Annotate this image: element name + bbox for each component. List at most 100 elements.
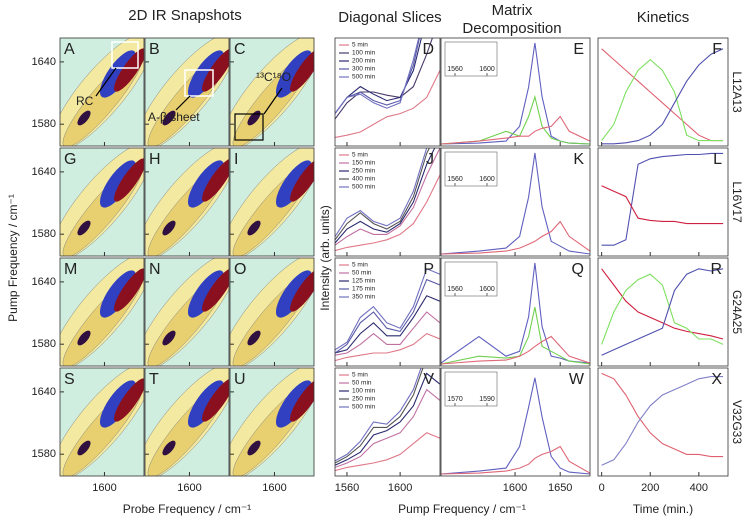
y-tick-label: 1640 xyxy=(32,56,56,68)
y-tick-label: 1640 xyxy=(32,386,56,398)
inset-tick-label: 1600 xyxy=(479,66,495,73)
panel-letter: L xyxy=(713,151,722,168)
plot-area xyxy=(441,377,590,475)
panel-frame xyxy=(597,367,729,477)
panel-letter: I xyxy=(234,151,238,168)
axis-label: Pump Frequency / cm⁻¹ xyxy=(398,502,526,516)
contour xyxy=(99,380,137,428)
inset-tick-label: 1560 xyxy=(447,176,463,183)
panel-letter: E xyxy=(573,41,584,58)
contour xyxy=(187,270,225,318)
legend-label: 350 min xyxy=(352,294,376,301)
contour xyxy=(114,268,144,312)
x-tick-label: 0 xyxy=(599,482,605,494)
y-tick-label: 1580 xyxy=(32,228,56,240)
legend-label: 125 min xyxy=(352,278,376,285)
contour xyxy=(77,220,91,236)
legend-label: 500 min xyxy=(352,404,376,411)
panel-letter: F xyxy=(712,41,722,58)
panel-bg xyxy=(598,148,728,256)
data-line xyxy=(441,94,590,145)
panel-letter: C xyxy=(234,41,246,58)
contour xyxy=(187,50,225,98)
panel-letter: B xyxy=(149,41,160,58)
column-title: Kinetics xyxy=(637,9,690,26)
contour xyxy=(99,270,137,318)
data-line xyxy=(601,372,724,458)
inset-frame xyxy=(444,261,498,297)
panel-letter: V xyxy=(423,371,434,388)
panel-frame xyxy=(144,147,230,257)
plot-area xyxy=(335,268,440,362)
data-line xyxy=(441,115,590,145)
panel-frame xyxy=(59,147,145,257)
data-line xyxy=(441,335,590,365)
contour-map xyxy=(60,368,144,476)
inset-tick-label: 1560 xyxy=(447,66,463,73)
data-line xyxy=(335,148,428,237)
row-label: L12A13 xyxy=(730,71,744,113)
axis-label: Pump Frequency / cm⁻¹ xyxy=(6,194,20,322)
data-line xyxy=(601,268,724,340)
panel-frame xyxy=(597,37,729,147)
data-line xyxy=(335,70,440,138)
contour-map xyxy=(145,148,229,256)
panel-letter: G xyxy=(64,151,76,168)
contour xyxy=(162,330,176,346)
panel-letter: H xyxy=(149,151,161,168)
legend-label: 5 min xyxy=(352,42,368,49)
x-tick-label: 1600 xyxy=(388,482,412,494)
panel-bg xyxy=(598,38,728,146)
contour xyxy=(247,330,261,346)
data-line xyxy=(335,432,440,472)
annotation: RC xyxy=(76,94,94,108)
panel-frame xyxy=(229,367,315,477)
contour xyxy=(275,270,313,318)
panel-letter: J xyxy=(426,151,434,168)
contour xyxy=(114,378,144,422)
contour-map xyxy=(145,368,229,476)
data-line xyxy=(335,38,422,114)
column-title: Matrix xyxy=(492,2,533,19)
y-tick-label: 1640 xyxy=(32,166,56,178)
legend-label: 500 min xyxy=(352,184,376,191)
panel-letter: R xyxy=(710,261,722,278)
inset-frame xyxy=(444,151,498,187)
panel-frame xyxy=(144,367,230,477)
row-label: G24A25 xyxy=(730,290,744,334)
data-line xyxy=(335,372,440,466)
panel-frame xyxy=(59,257,145,367)
panel-frame xyxy=(334,147,441,257)
legend-label: 175 min xyxy=(352,286,376,293)
inset-tick-label: 1600 xyxy=(479,176,495,183)
legend-label: 50 min xyxy=(352,270,372,277)
x-tick-label: 1600 xyxy=(262,482,286,494)
contour xyxy=(77,110,91,126)
panel-bg xyxy=(598,258,728,366)
column-title: Decomposition xyxy=(462,20,561,37)
annotation-box xyxy=(234,113,264,141)
annotation-box xyxy=(184,69,214,97)
contour-map xyxy=(230,148,314,256)
annotation: ¹³C¹⁸O xyxy=(256,70,291,84)
legend-label: 150 min xyxy=(352,160,376,167)
plot-area xyxy=(601,372,724,466)
row-label: L16V17 xyxy=(730,181,744,223)
data-line xyxy=(335,368,422,462)
panel-frame xyxy=(229,147,315,257)
contour xyxy=(77,440,91,456)
contour-map xyxy=(145,38,229,146)
panel-letter: Q xyxy=(572,261,584,278)
contour-map xyxy=(230,368,314,476)
inset-tick-label: 1560 xyxy=(447,286,463,293)
x-tick-label: 1650 xyxy=(548,482,572,494)
panel-letter: N xyxy=(149,261,161,278)
legend-label: 100 min xyxy=(352,388,376,395)
data-line xyxy=(335,332,440,362)
contour xyxy=(162,220,176,236)
data-line xyxy=(601,58,724,142)
contour xyxy=(187,380,225,428)
panel-letter: X xyxy=(711,371,722,388)
plot-area xyxy=(601,268,724,356)
data-line xyxy=(441,445,590,475)
